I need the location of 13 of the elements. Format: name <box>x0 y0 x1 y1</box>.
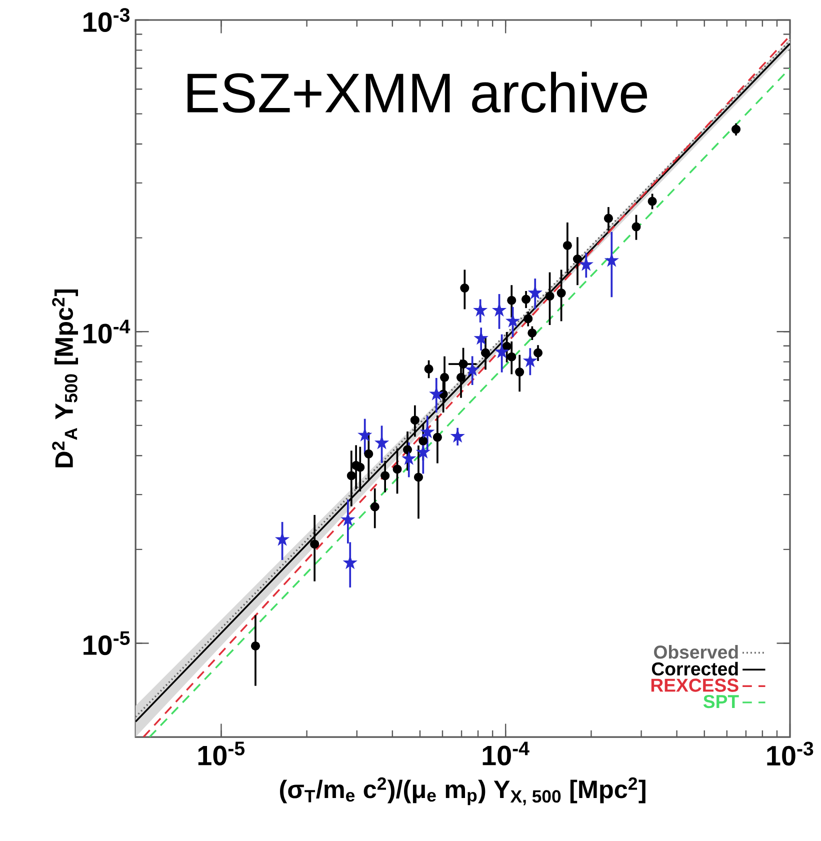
annotation: ESZ+XMM archive <box>188 72 648 113</box>
text: (σ$_{T}$/m$_{e}$ c$^{2}$)/(μ$_{e}$ m$_{p}$) Y$_{X, 500}$ [Mpc$^{2}$] <box>280 777 646 806</box>
legend-label: Corrected <box>652 662 738 676</box>
legend-label: SPT <box>703 694 739 708</box>
x-tick-label: 10$^{-4}$ <box>482 742 530 766</box>
x-tick-label: 10$^{-5}$ <box>198 742 245 766</box>
y-tick-label: 10$^{-5}$ <box>84 631 130 656</box>
y-tick-label: 10$^{-4}$ <box>84 320 130 344</box>
x-tick-label: 10$^{-3}$ <box>767 742 814 766</box>
y-tick-label: 10$^{-3}$ <box>84 8 130 32</box>
legend-label: Observed <box>654 645 738 659</box>
legend-label: REXCESS <box>651 678 738 692</box>
y-axis-title: D$^{2}$$_{A}$ Y$_{500}$ [Mpc$^{2}$] <box>52 289 78 468</box>
